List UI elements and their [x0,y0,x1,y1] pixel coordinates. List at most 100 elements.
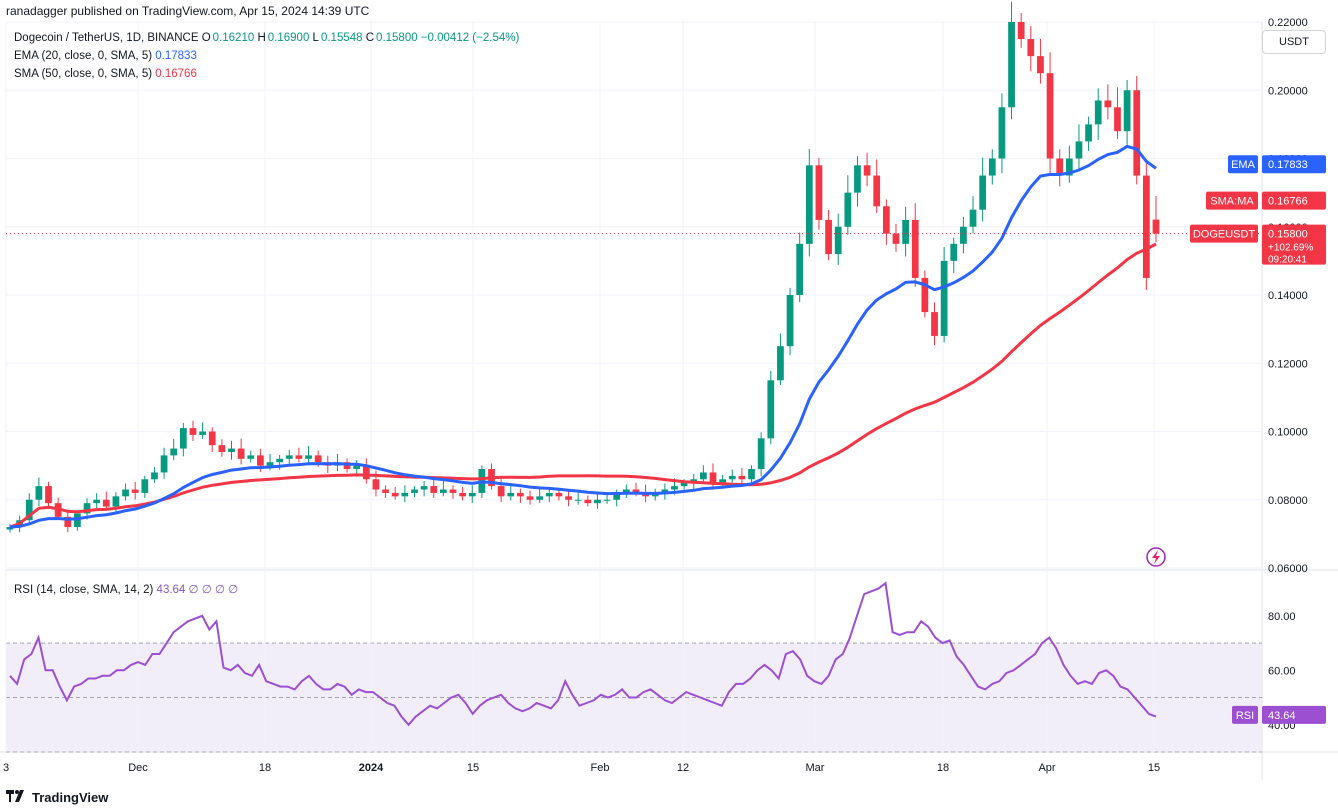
candle-body [565,496,572,500]
candle-body [661,489,669,493]
time-tick-label: 3 [3,762,9,774]
candle-body [170,448,178,456]
candle-body [411,489,418,493]
candle-body [305,455,312,459]
ema-legend-label: EMA (20, close, 0, SMA, 5) [14,50,153,62]
candle-body [873,175,881,207]
candle-body [1094,100,1102,125]
candle-body [430,486,438,493]
footer-logo[interactable]: TradingView [6,790,108,805]
candle-body [449,489,457,493]
ema-badge-value-bg [1262,155,1326,174]
candle-body [362,465,370,480]
candle-body [854,165,861,193]
candle-body [1037,56,1044,74]
candle-body [671,486,678,490]
rsi-tick-label: 80.00 [1268,611,1296,623]
time-tick-label: 18 [937,762,949,774]
price-tick-label: 0.22000 [1268,17,1308,29]
candle-body [757,438,765,470]
candle-body [555,492,563,497]
sma-legend[interactable]: SMA (50, close, 0, SMA, 5) 0.16766 [14,68,197,80]
candle-body [64,516,72,528]
ema-badge-value: 0.17833 [1268,159,1308,171]
candle-body [122,489,129,497]
candle-body [767,380,775,439]
price-tick-label: 0.08000 [1268,495,1308,507]
price-badge-countdown: 09:20:41 [1268,255,1307,266]
candle-body [632,489,640,493]
symbol-badge-bg [1190,224,1258,243]
candle-body [1133,90,1141,176]
candle-body [439,489,447,493]
candle-body [74,513,81,528]
candle-body [353,465,361,470]
rsi-line [9,581,1157,727]
time-tick-label: Dec [128,762,148,774]
candle-body [1065,158,1073,176]
candle-body [940,260,948,336]
high-label: H [257,32,266,44]
rsi-badge-name-bg [1232,705,1258,724]
candle-body [882,206,890,234]
currency-unit-button[interactable]: USDT [1262,30,1326,54]
rsi-legend-extra: ∅ ∅ ∅ ∅ [188,584,239,596]
candle-body [613,492,621,500]
ema-badge-name: EMA [1231,159,1256,171]
rsi-legend[interactable]: RSI (14, close, SMA, 14, 2) 43.64 ∅ ∅ ∅ … [14,582,238,596]
price-tick-label: 0.12000 [1268,358,1308,370]
time-tick-label: Mar [806,762,825,774]
footer-brand: TradingView [32,790,109,805]
candle-body [189,428,197,435]
candle-body [497,486,505,497]
sma-badge-value-bg [1262,191,1326,210]
candle-body [93,499,101,504]
pair-title[interactable]: Dogecoin / TetherUS, 1D, BINANCE [14,32,199,44]
candle-body [911,219,919,278]
candle-body [622,489,630,493]
candle-body [343,462,351,470]
price-badge-bg [1262,224,1326,265]
candle-body [83,503,91,514]
candle-body [141,479,149,493]
flash-icon-bolt [1152,550,1160,564]
candle-body [1008,22,1015,108]
candle-body [988,158,996,176]
close-label: C [365,32,375,44]
candle-body [1017,22,1025,40]
ema-legend[interactable]: EMA (20, close, 0, SMA, 5) 0.17833 [14,50,197,62]
candle-body [179,428,187,449]
candle-body [786,295,794,347]
sma-legend-label: SMA (50, close, 0, SMA, 5) [14,68,153,80]
candle-body [969,209,977,227]
rsi-badge-value: 43.64 [1268,710,1296,722]
candle-body [382,489,389,493]
candle-body [536,496,544,500]
candle-body [517,492,524,497]
candle-body [902,219,909,244]
price-tick-label: 0.20000 [1268,85,1308,97]
candle-body [931,312,938,336]
candle-body [25,499,33,521]
candle-body [276,458,284,463]
candle-body [921,277,929,313]
candle-body [960,226,967,244]
candle-body [815,165,823,220]
time-tick-label: 12 [677,762,689,774]
candle-body [545,492,553,497]
price-badge-pct: +102.69% [1268,243,1313,254]
candle-body [1075,141,1083,159]
candle-body [844,192,852,227]
close-value: 0.15800 [376,32,418,44]
candle-body [1114,107,1121,132]
candle-body [257,455,264,466]
candle-body [748,469,755,480]
ema-badge-name-bg [1228,155,1258,174]
candle-body [603,499,611,501]
flash-icon[interactable] [1146,547,1166,567]
candle-body [266,462,274,466]
time-tick-label: 15 [467,762,479,774]
tradingview-logo-icon [6,790,28,805]
candle-body [719,479,727,483]
